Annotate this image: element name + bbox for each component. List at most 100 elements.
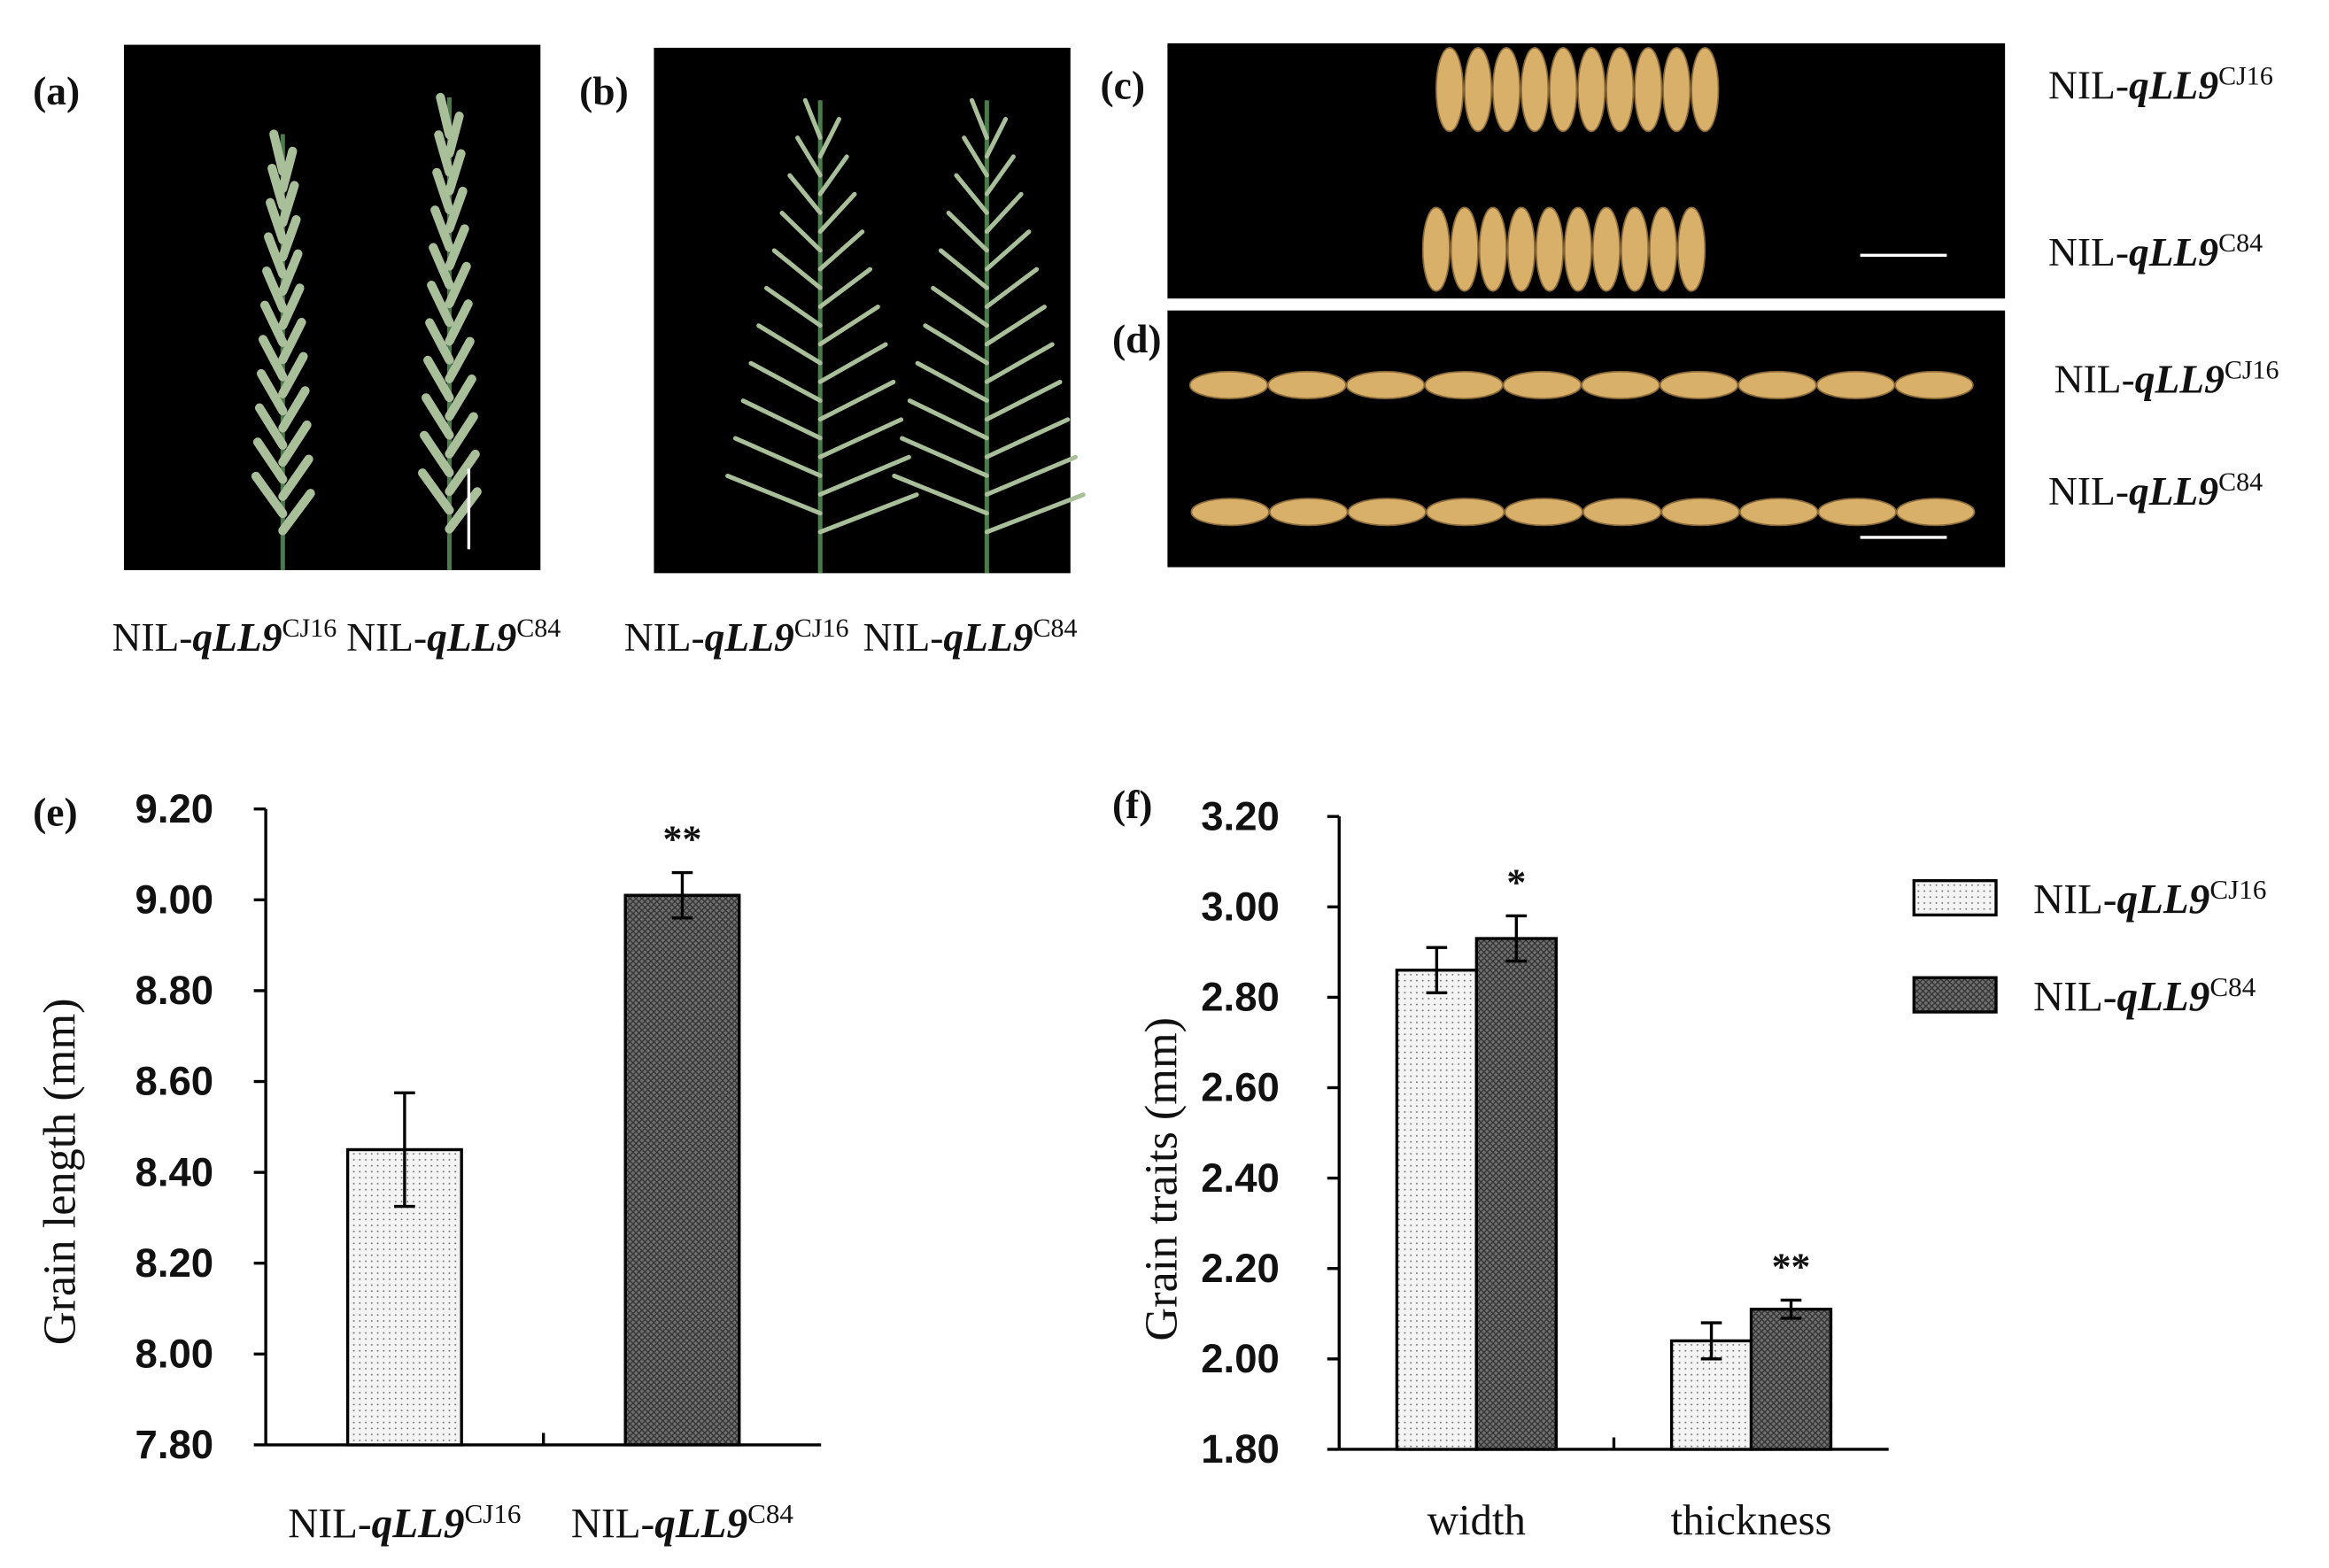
- allele: CJ16: [2225, 355, 2279, 384]
- grain: [1739, 498, 1819, 527]
- branch: [445, 112, 464, 158]
- y-axis-label: Grain length (mm): [34, 999, 85, 1346]
- branch: [251, 471, 288, 519]
- grain: [1659, 370, 1739, 399]
- allele: C84: [2209, 971, 2255, 1002]
- grain: [1504, 498, 1583, 527]
- significance: **: [1772, 1246, 1811, 1288]
- gene: qLL9: [427, 614, 516, 660]
- branch: [254, 403, 288, 450]
- panel-label: (b): [579, 68, 629, 113]
- y-tick-label: 2.60: [1201, 1065, 1280, 1110]
- grain: [1535, 206, 1564, 292]
- allele: CJ16: [2218, 61, 2273, 90]
- allele: C84: [516, 614, 561, 643]
- branch: [892, 473, 989, 516]
- prefix: NIL-: [2033, 877, 2116, 923]
- allele: CJ16: [794, 614, 849, 643]
- x-tick-label: thickness: [1671, 1495, 1832, 1544]
- branch: [262, 266, 288, 313]
- allele: C84: [2218, 467, 2263, 497]
- branch: [984, 305, 1047, 347]
- strain-label: NIL-qLL9C84: [2033, 971, 2256, 1021]
- branch: [802, 97, 823, 140]
- branch: [938, 248, 989, 290]
- grain: [1426, 498, 1505, 527]
- branch: [418, 468, 454, 515]
- gene: qLL9: [705, 614, 794, 660]
- photo: [654, 47, 1071, 574]
- error-bar: [671, 870, 693, 920]
- branch: [817, 191, 857, 235]
- panel-label: (f): [1112, 782, 1152, 827]
- branch: [915, 360, 989, 403]
- x-tick-label: width: [1428, 1495, 1526, 1544]
- branch: [278, 249, 303, 296]
- branch: [427, 280, 454, 328]
- error-bar: [1505, 914, 1528, 963]
- branch: [269, 129, 288, 176]
- grain: [1577, 47, 1606, 133]
- branch: [984, 116, 1009, 159]
- y-tick-label: 8.60: [135, 1059, 214, 1104]
- branch: [267, 164, 288, 211]
- significance: *: [1506, 861, 1526, 904]
- branch: [732, 436, 823, 478]
- grain: [1592, 206, 1621, 292]
- y-tick-label: 8.80: [135, 968, 214, 1013]
- branch: [445, 412, 478, 459]
- branch: [425, 318, 454, 365]
- grain: [1606, 47, 1635, 133]
- branch: [420, 430, 454, 477]
- branch: [445, 487, 482, 534]
- prefix: NIL-: [2048, 468, 2129, 514]
- allele: CJ16: [2209, 874, 2266, 905]
- branch: [817, 154, 849, 197]
- branch: [740, 398, 823, 441]
- branch: [422, 393, 454, 440]
- branch: [984, 266, 1040, 309]
- branch: [817, 342, 888, 384]
- grain: [1549, 47, 1578, 133]
- grain: [1188, 370, 1269, 399]
- prefix: NIL-: [863, 614, 943, 660]
- branch: [266, 197, 288, 244]
- grain: [1621, 206, 1650, 292]
- branch: [817, 266, 873, 309]
- y-tick-label: 9.00: [135, 877, 214, 923]
- branch: [445, 186, 468, 234]
- prefix: NIL-: [2048, 229, 2129, 274]
- prefix: NIL-: [2033, 974, 2116, 1020]
- branch: [436, 92, 454, 140]
- error-bar: [1700, 1321, 1722, 1361]
- bar: [1749, 1308, 1833, 1451]
- branch: [258, 335, 288, 382]
- error-bar: [1426, 946, 1448, 994]
- grain: [1345, 370, 1426, 399]
- y-tick-label: 7.80: [135, 1422, 214, 1467]
- grain: [1582, 498, 1662, 527]
- grain: [1662, 47, 1691, 133]
- grain: [1424, 370, 1504, 399]
- strain-label: NIL-qLL9CJ16: [2048, 61, 2273, 107]
- grain: [1190, 498, 1270, 527]
- branch: [434, 130, 454, 177]
- grain: [1817, 498, 1897, 527]
- branch: [984, 229, 1032, 272]
- panel-label: (e): [33, 789, 78, 834]
- strain-label: NIL-qLL9CJ16: [2054, 355, 2279, 401]
- panel-label: (c): [1101, 62, 1146, 107]
- allele: CJ16: [464, 1498, 521, 1529]
- grain: [1478, 206, 1507, 292]
- prefix: NIL-: [624, 614, 705, 660]
- branch: [984, 191, 1024, 235]
- branch: [817, 116, 841, 159]
- branch: [445, 375, 476, 421]
- branch: [432, 167, 454, 214]
- branch: [969, 97, 989, 140]
- branch: [984, 492, 1086, 535]
- branch: [278, 386, 310, 433]
- strain-label: NIL-qLL9CJ16: [624, 614, 849, 660]
- legend-swatch: [1912, 878, 1998, 917]
